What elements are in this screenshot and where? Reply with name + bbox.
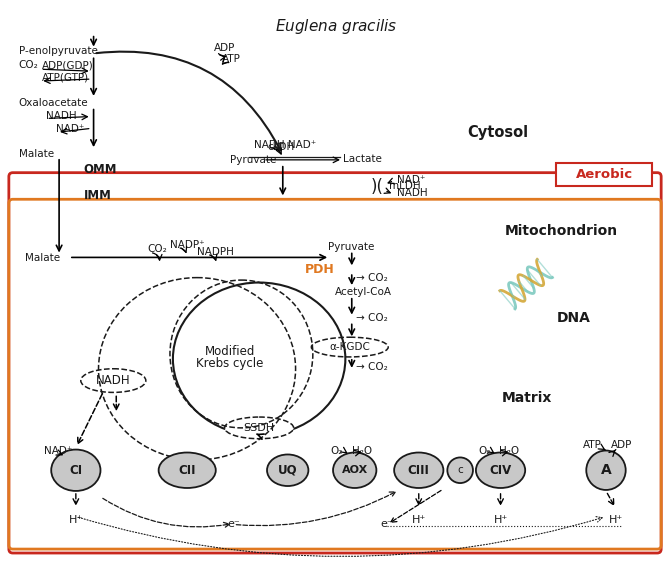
Ellipse shape <box>158 453 216 488</box>
Text: H₂O: H₂O <box>499 446 519 455</box>
Ellipse shape <box>394 453 444 488</box>
Text: Modified: Modified <box>205 344 255 357</box>
Text: ADP(GDP): ADP(GDP) <box>42 60 94 70</box>
Text: e⁻: e⁻ <box>381 519 394 528</box>
Text: NAD⁺: NAD⁺ <box>44 446 72 455</box>
Text: Pyruvate: Pyruvate <box>229 155 276 165</box>
Text: Acetyl-CoA: Acetyl-CoA <box>335 287 392 297</box>
Text: Malate: Malate <box>25 254 60 263</box>
Text: AOX: AOX <box>342 465 368 475</box>
Text: Pyruvate: Pyruvate <box>328 242 374 251</box>
Text: NADH: NADH <box>96 374 131 387</box>
Text: CIV: CIV <box>489 464 512 477</box>
Text: c: c <box>457 465 463 475</box>
Text: H⁺: H⁺ <box>609 515 623 524</box>
Text: IMM: IMM <box>84 189 111 202</box>
Text: H⁺: H⁺ <box>411 515 426 524</box>
Text: )(: )( <box>371 178 384 197</box>
FancyBboxPatch shape <box>556 163 652 186</box>
Text: NADPH: NADPH <box>197 247 234 258</box>
Ellipse shape <box>81 369 146 392</box>
Text: NADH NAD⁺: NADH NAD⁺ <box>254 140 317 150</box>
Text: Cytosol: Cytosol <box>467 125 528 140</box>
Ellipse shape <box>586 450 625 490</box>
Text: cLDH: cLDH <box>267 142 295 152</box>
Text: NAD⁺: NAD⁺ <box>397 174 425 185</box>
Text: NADP⁺: NADP⁺ <box>170 239 205 250</box>
Text: H₂O: H₂O <box>352 446 372 455</box>
Text: Aerobic: Aerobic <box>576 168 633 181</box>
Text: ATP: ATP <box>221 54 241 64</box>
Text: P-enolpyruvate: P-enolpyruvate <box>19 47 97 56</box>
Text: CO₂: CO₂ <box>19 60 38 70</box>
Text: e⁻: e⁻ <box>227 519 240 528</box>
Text: DNA: DNA <box>557 311 590 324</box>
Text: → CO₂: → CO₂ <box>356 362 387 372</box>
Ellipse shape <box>333 453 376 488</box>
Text: SSDH: SSDH <box>244 423 274 433</box>
Text: H⁺: H⁺ <box>68 515 83 524</box>
Text: Oxaloacetate: Oxaloacetate <box>19 97 89 108</box>
Text: mLDH: mLDH <box>389 181 421 192</box>
Circle shape <box>448 458 473 483</box>
Text: Malate: Malate <box>19 149 54 159</box>
Text: NADH: NADH <box>397 188 427 198</box>
Text: O₂: O₂ <box>331 446 343 455</box>
Text: ATP: ATP <box>582 439 602 450</box>
Text: $\it{Euglena\ gracilis}$: $\it{Euglena\ gracilis}$ <box>274 17 397 36</box>
Text: ADP: ADP <box>611 439 633 450</box>
Text: A: A <box>601 463 611 477</box>
Text: Lactate: Lactate <box>343 154 382 164</box>
Text: CI: CI <box>69 464 83 477</box>
Text: NADH: NADH <box>46 111 77 120</box>
Ellipse shape <box>476 453 525 488</box>
Text: CIII: CIII <box>408 464 429 477</box>
Ellipse shape <box>311 337 389 357</box>
Text: Matrix: Matrix <box>502 392 552 405</box>
Text: CII: CII <box>178 464 196 477</box>
Text: O₂: O₂ <box>478 446 491 455</box>
Text: ADP: ADP <box>214 43 235 52</box>
Text: UQ: UQ <box>278 464 297 477</box>
Ellipse shape <box>51 450 101 491</box>
Text: OMM: OMM <box>84 162 117 176</box>
Ellipse shape <box>267 454 309 486</box>
Text: → CO₂: → CO₂ <box>356 273 387 283</box>
Text: → CO₂: → CO₂ <box>356 312 387 323</box>
Text: Krebs cycle: Krebs cycle <box>196 357 263 370</box>
Text: Mitochondrion: Mitochondrion <box>505 224 618 238</box>
Ellipse shape <box>225 417 294 439</box>
Text: H⁺: H⁺ <box>493 515 508 524</box>
Text: PDH: PDH <box>305 263 335 276</box>
Text: ATP(GTP): ATP(GTP) <box>42 72 89 82</box>
Text: CO₂: CO₂ <box>148 243 168 254</box>
Text: NAD⁺: NAD⁺ <box>56 124 85 135</box>
Text: α-KGDC: α-KGDC <box>329 342 370 352</box>
